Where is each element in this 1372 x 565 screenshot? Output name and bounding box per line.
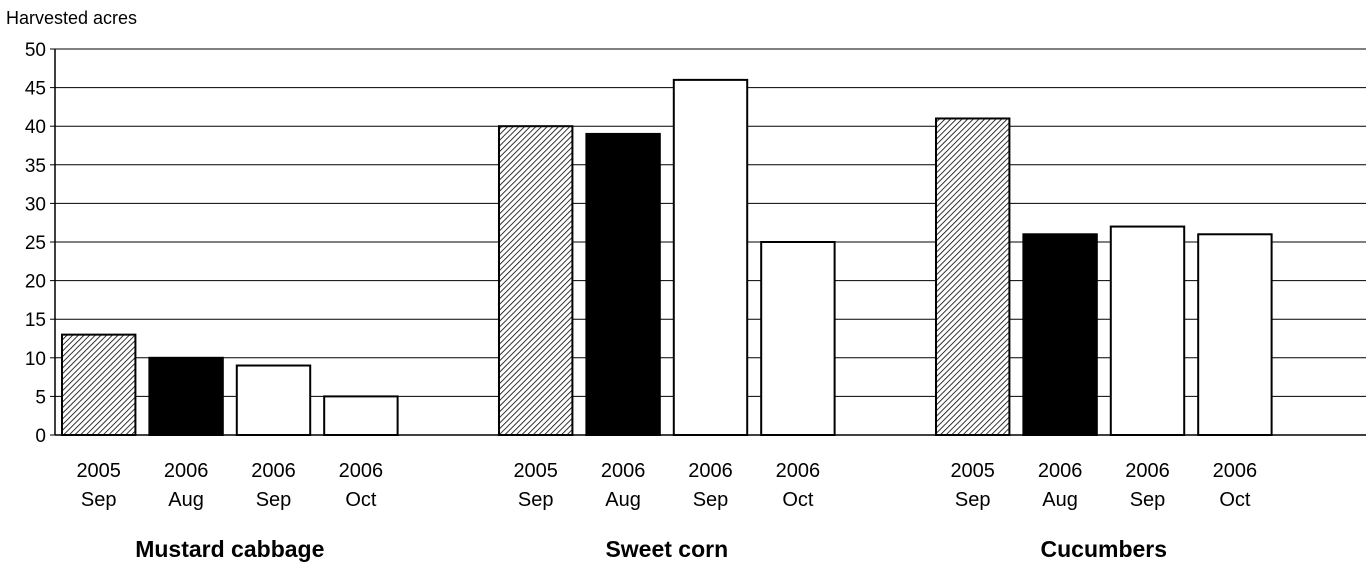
x-tick-label-month: Aug (605, 489, 641, 511)
y-tick-label: 40 (25, 117, 46, 138)
x-tick-label-year: 2005 (513, 460, 558, 482)
group-label: Sweet corn (605, 536, 728, 562)
x-tick-label-year: 2006 (1213, 460, 1258, 482)
bars (60, 78, 1273, 437)
y-axis-label: Harvested acres (6, 8, 137, 28)
x-tick-label-year: 2005 (950, 460, 995, 482)
y-tick-label: 5 (35, 387, 46, 408)
bar (934, 117, 1011, 436)
x-tick-label-year: 2006 (776, 460, 821, 482)
y-tick-label: 15 (25, 310, 46, 331)
x-tick-label-month: Oct (1219, 489, 1251, 511)
bar (585, 132, 661, 436)
group-label: Mustard cabbage (135, 536, 324, 562)
y-tick-label: 30 (25, 194, 46, 215)
x-tick-label-month: Sep (693, 489, 729, 511)
x-tick-label-month: Aug (168, 489, 204, 511)
x-axis-labels: 2005 Sep 2006 Aug 2006 Sep 2006 Oct 2005 Sep 2006 A… (76, 460, 1257, 511)
bar (60, 333, 137, 437)
y-tick-label: 35 (25, 156, 46, 177)
x-tick-label-month: Sep (955, 489, 991, 511)
x-tick-label-month: Oct (345, 489, 377, 511)
y-axis-ticks: 0 5 10 15 20 25 30 35 40 45 50 (25, 40, 55, 447)
y-tick-label: 45 (25, 79, 46, 100)
y-tick-label: 25 (25, 233, 46, 254)
x-tick-label-year: 2006 (339, 460, 384, 482)
bar (1109, 225, 1186, 436)
bar (672, 78, 749, 436)
bar (148, 356, 224, 436)
bar (235, 364, 312, 436)
group-labels: Mustard cabbage Sweet corn Cucumbers (135, 536, 1167, 562)
x-tick-label-year: 2006 (251, 460, 296, 482)
group-label: Cucumbers (1041, 536, 1168, 562)
y-tick-label: 0 (35, 426, 46, 447)
x-tick-label-year: 2006 (688, 460, 733, 482)
x-tick-label-month: Aug (1042, 489, 1078, 511)
x-tick-label-month: Sep (518, 489, 554, 511)
bar (760, 241, 836, 436)
x-tick-label-year: 2006 (1038, 460, 1083, 482)
x-tick-label-month: Sep (256, 489, 292, 511)
y-tick-label: 50 (25, 40, 46, 61)
y-tick-label: 20 (25, 272, 46, 293)
x-tick-label-year: 2006 (164, 460, 209, 482)
y-tick-label: 10 (25, 349, 46, 370)
x-tick-label-month: Sep (1130, 489, 1166, 511)
bar (1022, 233, 1098, 436)
bar (497, 125, 574, 436)
x-tick-label-month: Oct (782, 489, 814, 511)
x-tick-label-year: 2006 (1125, 460, 1170, 482)
bar (323, 395, 399, 436)
bar (1197, 233, 1273, 436)
x-tick-label-year: 2006 (601, 460, 646, 482)
x-tick-label-year: 2005 (76, 460, 121, 482)
x-tick-label-month: Sep (81, 489, 117, 511)
